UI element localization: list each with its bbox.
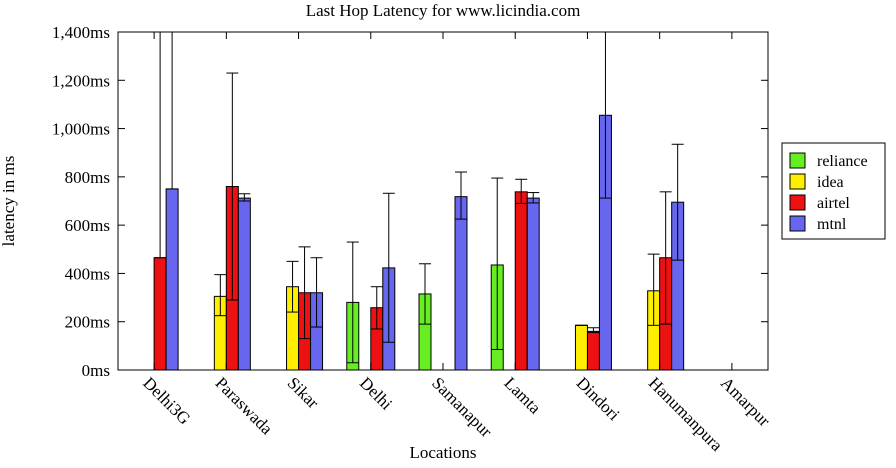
x-tick-label: Samanapur — [428, 373, 496, 441]
y-tick-label: 0ms — [82, 361, 110, 380]
x-axis-label: Locations — [409, 443, 476, 462]
legend-swatch-airtel — [789, 194, 806, 211]
legend-label-idea: idea — [817, 174, 844, 191]
y-axis: 0ms 200ms 400ms 600ms 800ms 1,000ms 1,200ms 1,4… — [52, 23, 768, 380]
y-tick-label: 1,200ms — [52, 71, 110, 90]
error-bars-layer — [154, 31, 684, 364]
legend-label-mtnl: mtnl — [817, 216, 847, 233]
x-tick-label: Hanumanpura — [645, 373, 727, 455]
x-tick-label: Delhi — [356, 373, 396, 413]
bar-mtnl — [237, 197, 251, 371]
bar-idea — [574, 324, 588, 371]
bar-airtel — [586, 330, 600, 371]
bars-layer — [153, 114, 685, 371]
x-tick-label: Lamta — [500, 373, 544, 417]
legend-swatch-reliance — [789, 152, 806, 169]
y-tick-label: 600ms — [65, 216, 110, 235]
legend: reliance idea airtel mtnl — [781, 142, 886, 240]
legend-swatch-idea — [789, 173, 806, 190]
y-tick-label: 800ms — [65, 168, 110, 187]
legend-label-reliance: reliance — [817, 153, 868, 170]
y-tick-label: 200ms — [65, 313, 110, 332]
legend-swatch-mtnl — [789, 215, 806, 232]
bar-airtel — [153, 257, 167, 371]
x-tick-label: Dindori — [573, 373, 624, 424]
bar-airtel — [514, 191, 528, 371]
chart-title: Last Hop Latency for www.licindia.com — [306, 1, 581, 20]
x-tick-label: Delhi3G — [139, 373, 194, 428]
y-tick-label: 400ms — [65, 264, 110, 283]
y-axis-label: latency in ms — [0, 156, 18, 247]
bar-mtnl — [454, 196, 468, 371]
y-tick-label: 1,400ms — [52, 23, 110, 42]
legend-label-airtel: airtel — [817, 195, 850, 212]
bar-mtnl — [165, 188, 179, 371]
bar-mtnl — [526, 197, 540, 371]
x-tick-label: Sikar — [284, 373, 323, 412]
x-tick-label: Paraswada — [212, 373, 277, 438]
y-tick-label: 1,000ms — [52, 120, 110, 139]
x-tick-label: Amarpur — [717, 373, 774, 430]
